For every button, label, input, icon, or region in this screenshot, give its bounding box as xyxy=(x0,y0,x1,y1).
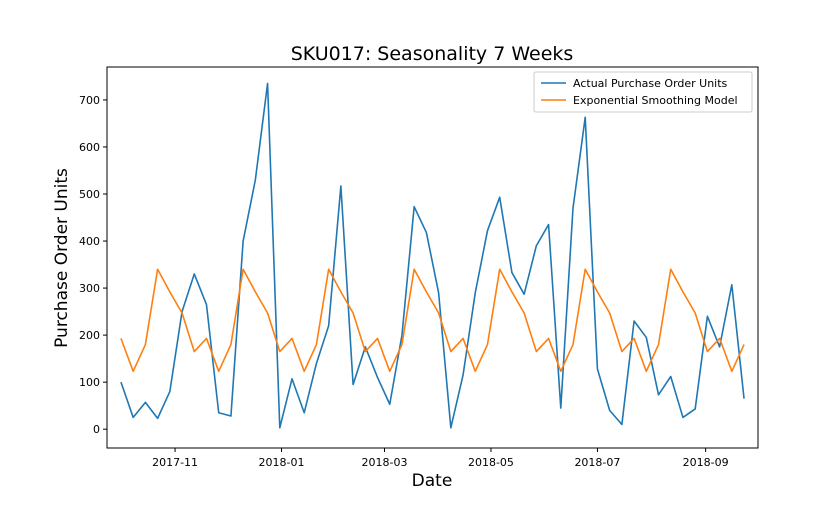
y-tick-label: 100 xyxy=(79,376,100,389)
x-tick-label: 2017-11 xyxy=(152,456,198,469)
y-tick-label: 600 xyxy=(79,141,100,154)
y-tick-label: 200 xyxy=(79,329,100,342)
series-line-actual xyxy=(120,82,745,429)
x-tick-label: 2018-03 xyxy=(362,456,408,469)
series-line-smoothing xyxy=(120,268,745,373)
axes-frame xyxy=(106,66,759,449)
y-tick-label: 500 xyxy=(79,188,100,201)
chart-title: SKU017: Seasonality 7 Weeks xyxy=(291,43,574,65)
plot-area xyxy=(120,82,745,429)
y-axis: 0 100 200 300 400 500 600 700 xyxy=(79,94,107,436)
x-axis-label: Date xyxy=(412,471,453,491)
legend-label-smoothing: Exponential Smoothing Model xyxy=(573,94,738,107)
x-tick-label: 2018-07 xyxy=(574,456,620,469)
y-tick-label: 400 xyxy=(79,235,100,248)
x-tick-label: 2018-09 xyxy=(683,456,729,469)
legend-label-actual: Actual Purchase Order Units xyxy=(573,77,728,90)
legend: Actual Purchase Order Units Exponential … xyxy=(533,71,753,113)
x-tick-label: 2018-05 xyxy=(468,456,514,469)
y-tick-label: 0 xyxy=(93,423,100,436)
x-axis: 2017-11 2018-01 2018-03 2018-05 2018-07 2018-… xyxy=(152,448,729,469)
legend-box xyxy=(533,71,753,113)
y-tick-label: 300 xyxy=(79,282,100,295)
y-axis-label: Purchase Order Units xyxy=(52,168,72,348)
y-tick-label: 700 xyxy=(79,94,100,107)
x-tick-label: 2018-01 xyxy=(259,456,305,469)
